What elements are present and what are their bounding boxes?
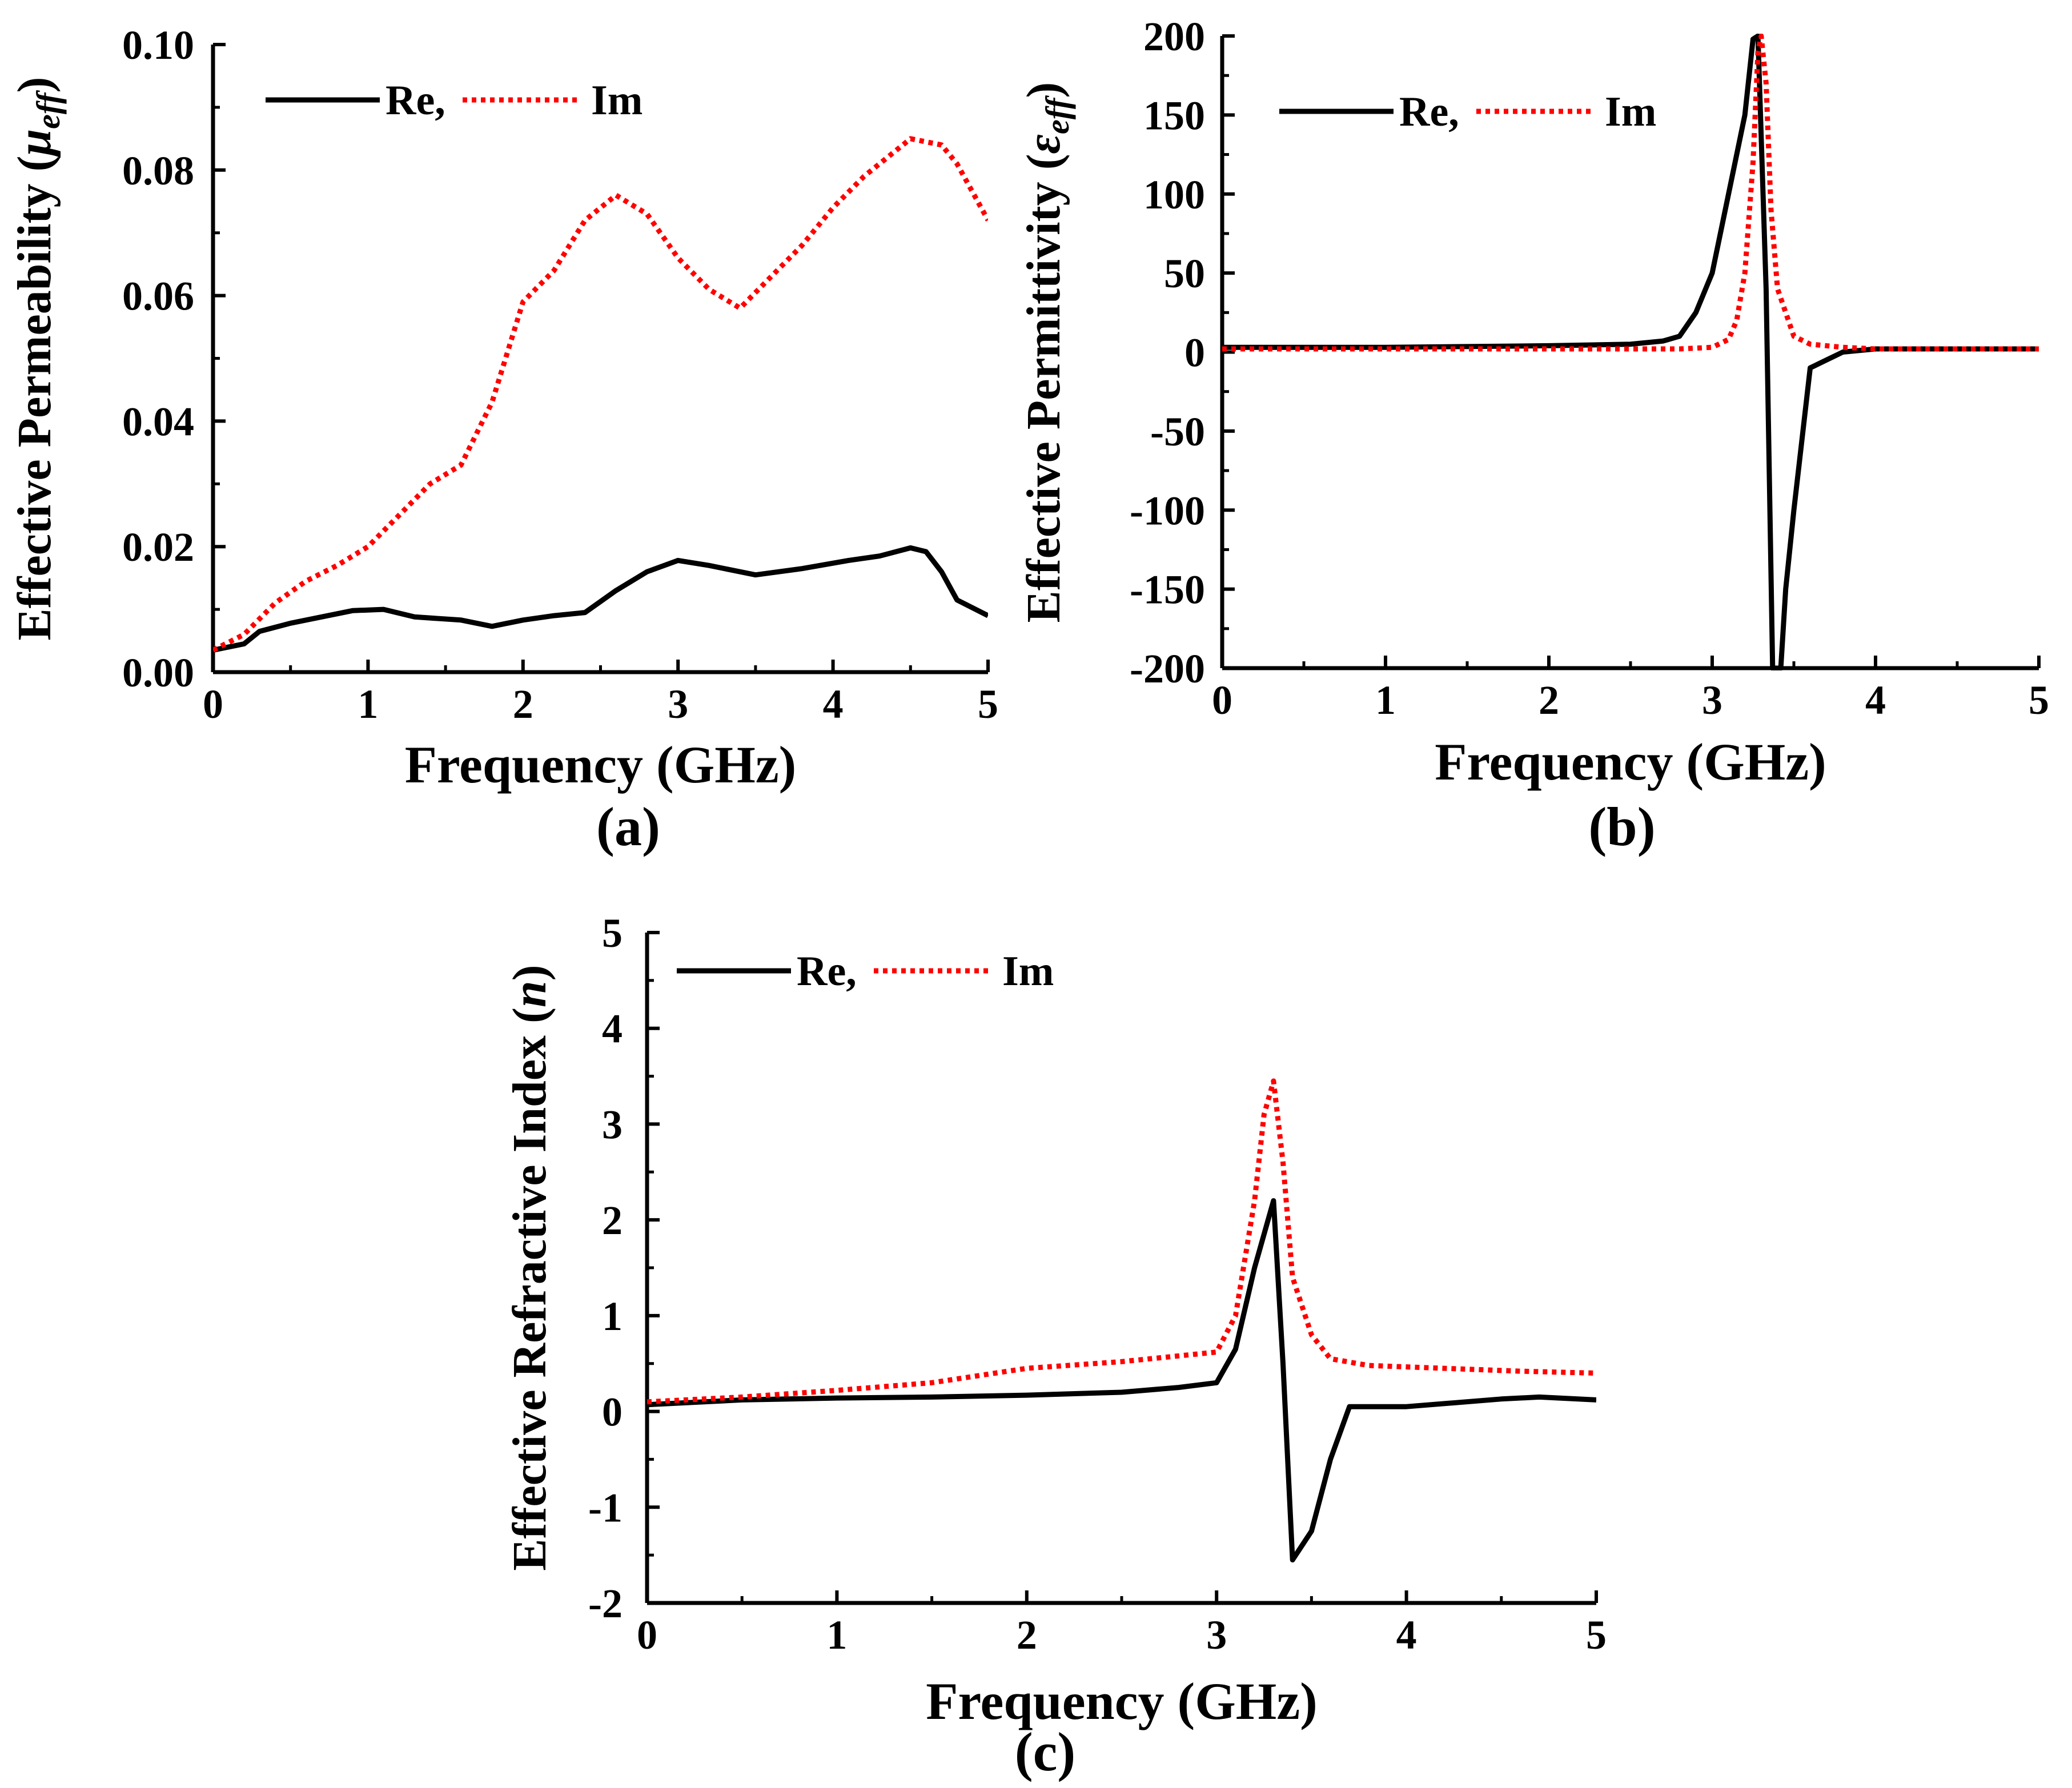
y-axis-title-symbol-b: ε <box>1017 134 1070 154</box>
y-tick-label-c: -1 <box>588 1485 623 1530</box>
y-tick-label-b: -100 <box>1130 488 1205 533</box>
chart-panel-b: 0 1 2 3 4 5 -200 -150 -100 -50 0 50 100 150 200 Frequen… <box>1017 14 2049 791</box>
y-tick-label-b: -200 <box>1130 646 1205 692</box>
x-tick-label-b: 2 <box>1539 677 1559 723</box>
y-tick-label-b: -50 <box>1150 409 1205 455</box>
x-tick-label-a: 1 <box>358 681 378 727</box>
legend-label-re-c: Re, <box>797 948 857 995</box>
y-axis-title-c: Effective Refractive Index (n) <box>503 965 556 1570</box>
x-tick-label-b: 4 <box>1865 677 1886 723</box>
series-line-im-c <box>647 1078 1596 1405</box>
x-tick-label-a: 0 <box>203 681 223 727</box>
x-tick-label-c: 5 <box>1586 1612 1607 1658</box>
y-axis-title-text-a: Effective Permeability ( <box>8 156 61 641</box>
y-axis-title-b: Effective Permittivity (εeff) <box>1017 82 1076 623</box>
chart-panel-a: 0 1 2 3 4 5 0.00 0.02 0.04 0.06 0.08 0.10 Frequency … <box>8 22 998 794</box>
chart-panel-c: 0 1 2 3 4 5 -2 -1 0 1 2 3 4 5 Frequency (GHz) Effective… <box>503 910 1607 1730</box>
y-tick-label-b: 0 <box>1184 330 1205 376</box>
x-tick-label-c: 3 <box>1206 1612 1227 1658</box>
y-tick-label-c: 2 <box>602 1198 623 1243</box>
legend-label-re-a: Re, <box>386 77 445 124</box>
y-axis-title-symbol-c: n <box>503 981 556 1007</box>
y-tick-label-b: 50 <box>1164 251 1205 296</box>
x-tick-label-a: 4 <box>823 681 844 727</box>
panel-label-a: (a) <box>596 796 660 857</box>
y-tick-label-b: 100 <box>1143 172 1205 218</box>
x-tick-label-b: 3 <box>1702 677 1722 723</box>
y-tick-label-c: 3 <box>602 1102 623 1147</box>
legend-label-re-b: Re, <box>1399 89 1459 135</box>
series-line-re-c <box>647 1198 1596 1562</box>
panel-label-b: (b) <box>1588 796 1655 857</box>
x-tick-label-c: 0 <box>637 1612 657 1658</box>
x-tick-label-a: 5 <box>978 681 998 727</box>
y-tick-label-c: 0 <box>602 1389 623 1435</box>
y-tick-label-c: 4 <box>602 1006 623 1052</box>
y-tick-label-a: 0.08 <box>122 148 194 194</box>
legend-label-im-c: Im <box>1002 948 1054 995</box>
series-line-im-a <box>213 136 988 653</box>
y-tick-label-b: 200 <box>1143 14 1205 59</box>
x-tick-label-a: 2 <box>513 681 533 727</box>
x-axis-title-c: Frequency (GHz) <box>926 1672 1318 1730</box>
y-axis-title-close-b: ) <box>1017 82 1070 98</box>
y-tick-label-c: -2 <box>588 1581 623 1626</box>
y-axis-title-subscript-b: eff <box>1039 95 1076 134</box>
x-tick-label-b: 0 <box>1212 677 1232 723</box>
y-tick-label-a: 0.06 <box>122 274 194 319</box>
series-line-im-b <box>1222 34 2039 352</box>
panel-label-c: (c) <box>1015 1721 1076 1782</box>
y-axis-title-a: Effective Permeability (μeff) <box>8 77 67 641</box>
y-axis-title-close-a: ) <box>8 77 61 93</box>
y-tick-label-a: 0.00 <box>122 650 194 696</box>
y-tick-label-c: 1 <box>602 1293 623 1339</box>
x-tick-label-c: 2 <box>1017 1612 1037 1658</box>
y-axis-title-subscript-a: eff <box>30 90 67 129</box>
y-axis-title-text-b: Effective Permittivity ( <box>1017 154 1070 622</box>
y-tick-label-c: 5 <box>602 910 623 956</box>
x-tick-label-a: 3 <box>668 681 688 727</box>
series-line-re-b <box>1222 34 2039 670</box>
legend-label-im-a: Im <box>591 77 643 124</box>
legend-label-im-b: Im <box>1605 89 1656 135</box>
y-axis-title-text-c: Effective Refractive Index ( <box>503 1007 556 1571</box>
series-line-re-a <box>213 545 988 653</box>
y-tick-label-a: 0.10 <box>122 22 194 68</box>
y-tick-label-a: 0.04 <box>122 399 194 444</box>
y-axis-title-close-c: ) <box>503 965 556 981</box>
x-tick-label-c: 1 <box>826 1612 847 1658</box>
y-axis-title-symbol-a: μ <box>8 129 61 158</box>
x-axis-title-b: Frequency (GHz) <box>1435 733 1826 791</box>
y-tick-label-b: 150 <box>1143 93 1205 138</box>
y-tick-label-a: 0.02 <box>122 524 194 570</box>
y-tick-label-b: -150 <box>1130 567 1205 613</box>
x-tick-label-b: 1 <box>1375 677 1396 723</box>
x-tick-label-c: 4 <box>1396 1612 1417 1658</box>
x-axis-title-a: Frequency (GHz) <box>405 736 797 794</box>
x-tick-label-b: 5 <box>2029 677 2049 723</box>
